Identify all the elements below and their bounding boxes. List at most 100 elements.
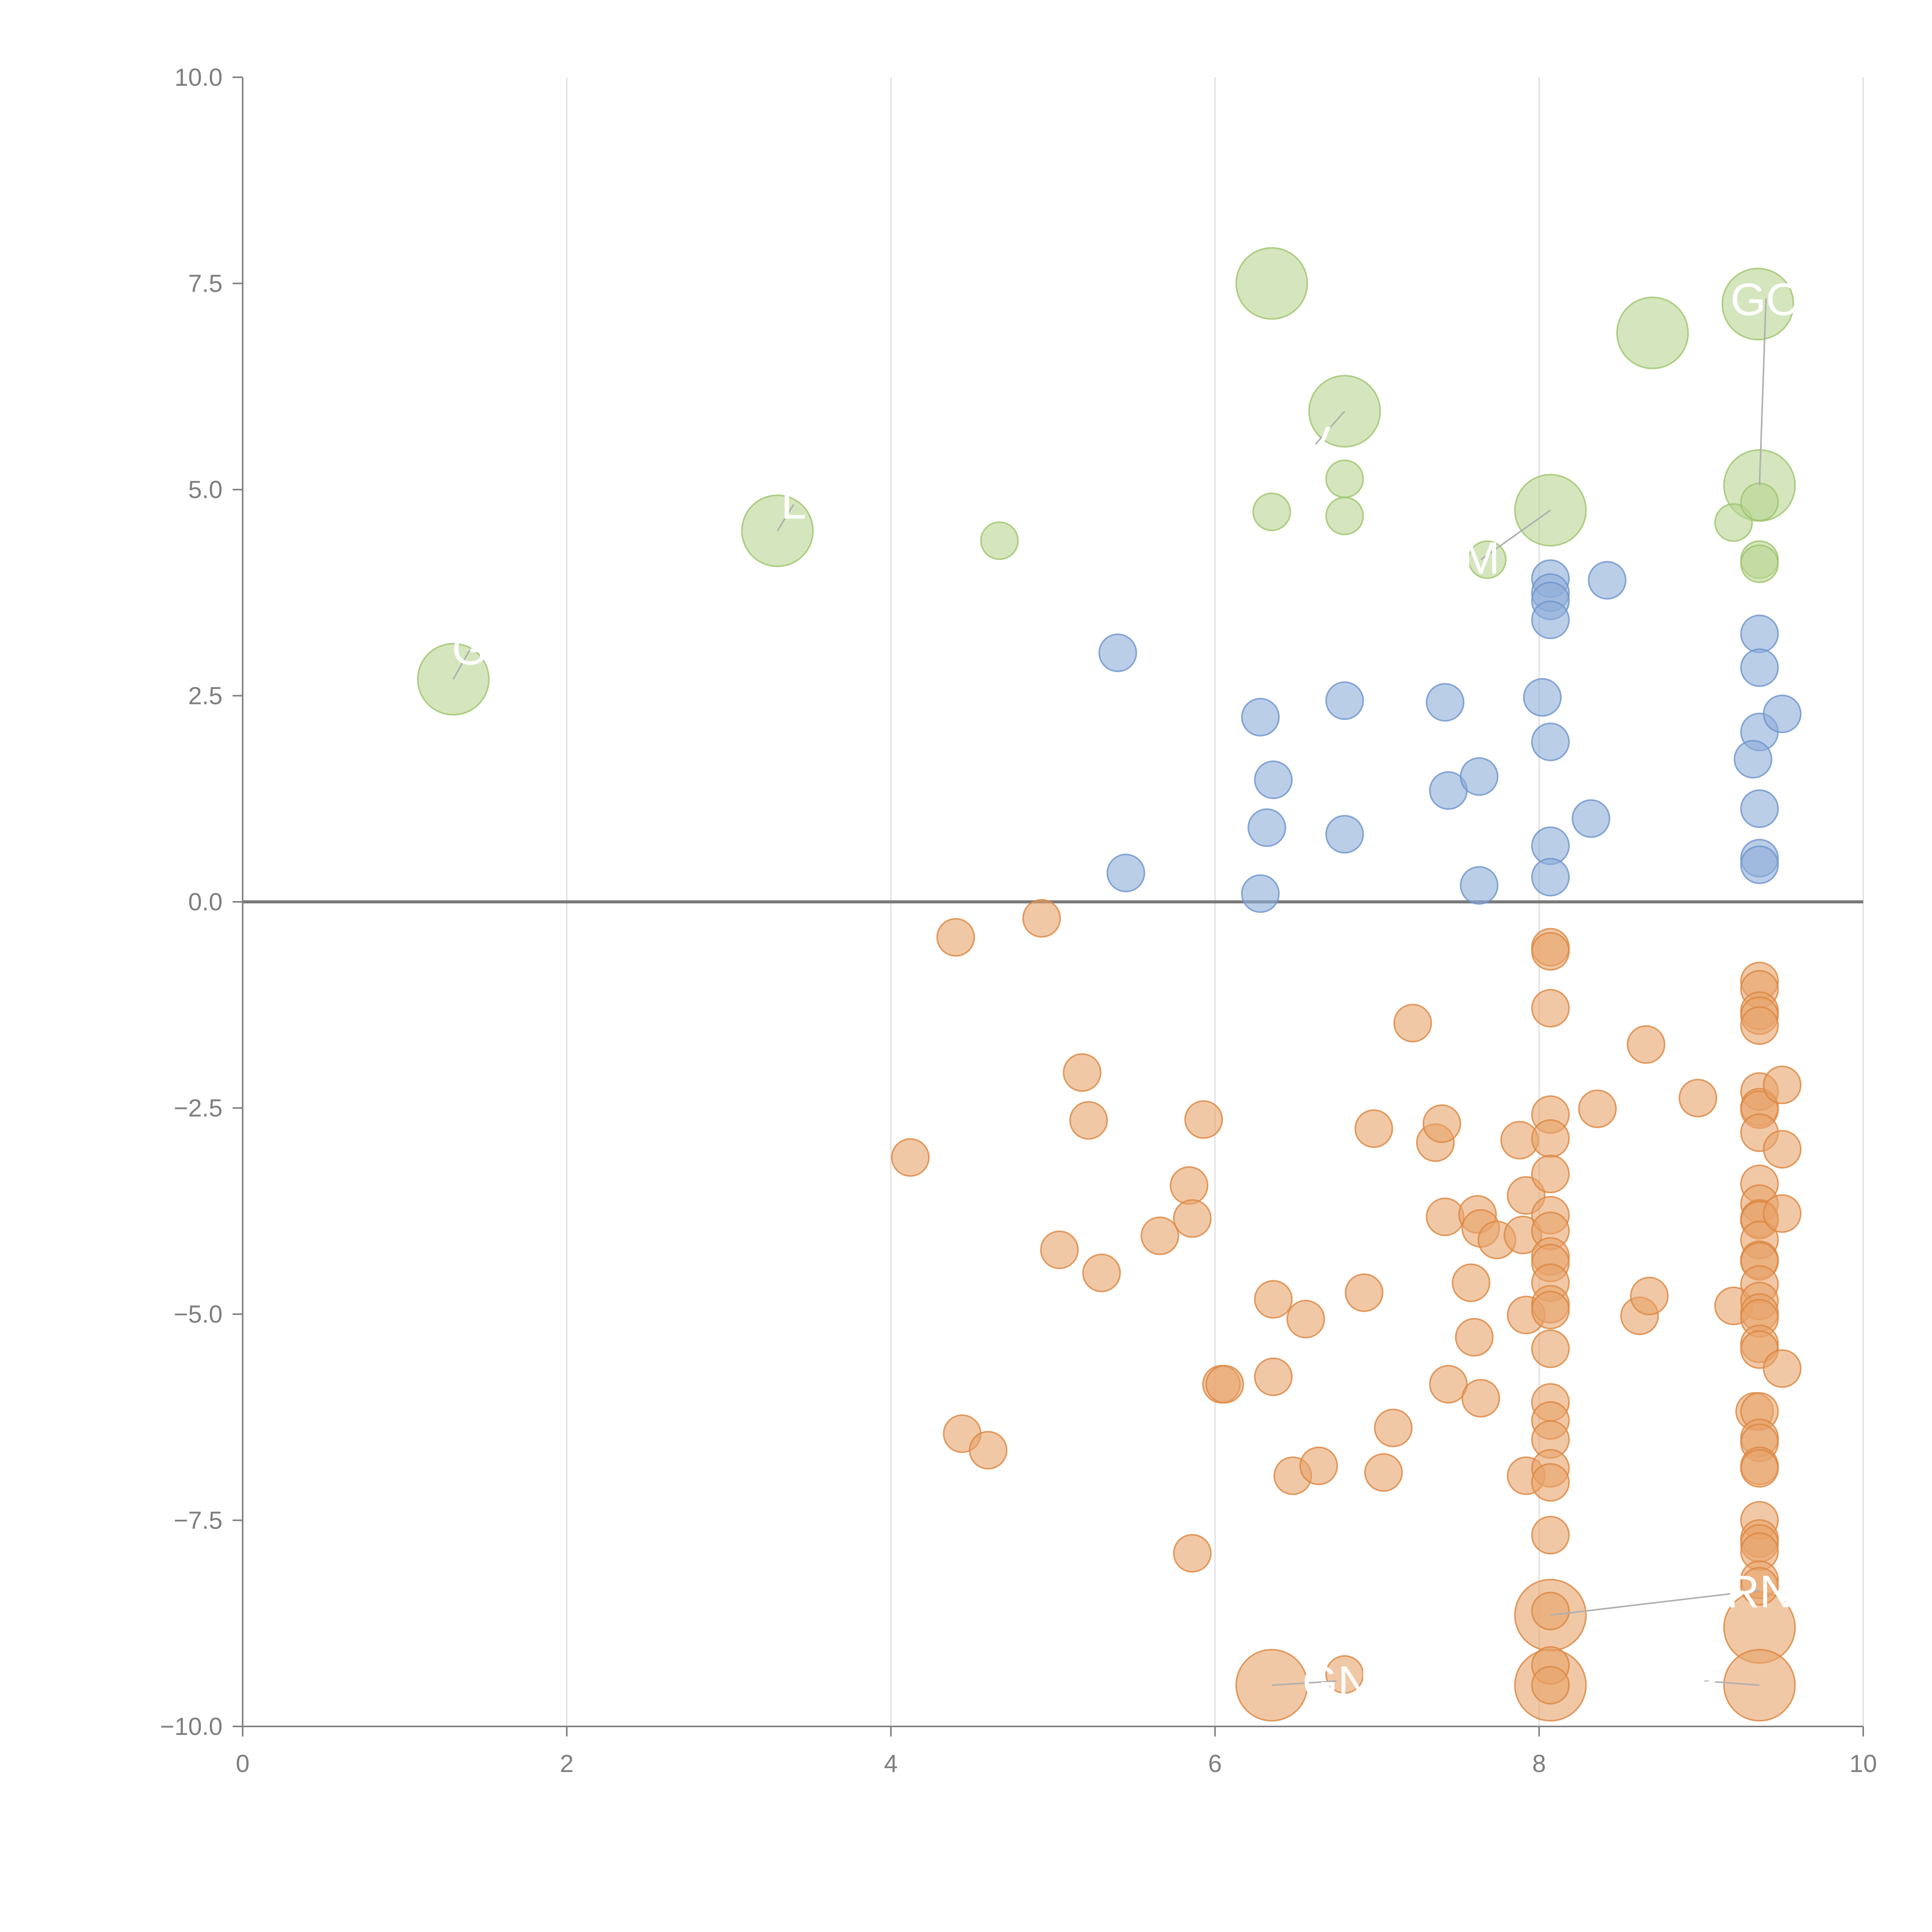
data-point — [1714, 503, 1753, 542]
label-leader-lines — [452, 298, 1767, 1686]
data-point — [1422, 1104, 1461, 1143]
data-point — [1468, 540, 1507, 579]
data-point — [1106, 854, 1145, 893]
data-point — [1740, 614, 1779, 653]
data-point — [1531, 600, 1570, 639]
point-label: G — [452, 624, 487, 675]
data-point — [1763, 1349, 1802, 1388]
data-point — [1740, 1567, 1779, 1606]
y-tick-label: −2.5 — [174, 1094, 223, 1122]
data-point — [1235, 247, 1308, 320]
label-leader-line — [1315, 410, 1345, 445]
data-point — [1763, 1130, 1802, 1169]
data-point — [1299, 1446, 1338, 1485]
data-point — [1531, 932, 1570, 971]
data-point — [1740, 648, 1779, 687]
y-tick-label: 2.5 — [188, 682, 223, 710]
data-point — [1184, 1100, 1223, 1139]
data-point — [936, 918, 975, 957]
data-point — [1461, 1379, 1500, 1418]
data-point — [1531, 1515, 1570, 1554]
data-point — [1679, 1078, 1718, 1117]
data-point — [980, 521, 1019, 560]
data-point — [1325, 1655, 1364, 1694]
data-point — [1531, 1155, 1570, 1194]
data-point — [1578, 1089, 1617, 1128]
data-point — [1069, 1101, 1108, 1140]
point-label: RN — [1726, 1566, 1792, 1617]
label-leader-line — [777, 504, 794, 531]
data-point — [1531, 723, 1570, 762]
point-label: GN — [1302, 1657, 1371, 1708]
data-point — [1205, 1365, 1244, 1404]
y-tick-label: −7.5 — [174, 1507, 223, 1534]
point-label: M — [1462, 533, 1500, 584]
data-point — [1254, 760, 1293, 799]
data-point — [1364, 1453, 1403, 1492]
data-point — [1460, 866, 1499, 905]
x-tick-label: 10 — [1849, 1750, 1877, 1777]
point-labels: G L V M GO RN GN R — [452, 274, 1801, 1708]
data-point — [1733, 740, 1772, 779]
data-point — [1241, 874, 1280, 913]
y-tick-label: 10.0 — [174, 63, 223, 91]
label-leader-line — [452, 650, 470, 680]
label-leader-line — [1480, 509, 1551, 561]
data-point — [1140, 1216, 1179, 1255]
data-point — [1254, 1357, 1293, 1396]
y-axis-ticks: 10.0 7.5 5.0 2.5 0.0 −2.5 −5.0 −7.5 −10.0 — [160, 63, 243, 1740]
data-point — [1616, 296, 1689, 369]
data-point — [1241, 697, 1280, 736]
data-point — [1721, 267, 1794, 340]
data-point — [1247, 808, 1286, 847]
data-point — [1571, 799, 1611, 838]
data-point — [1286, 1299, 1325, 1338]
y-tick-label: −10.0 — [160, 1713, 223, 1740]
data-point — [1531, 1666, 1570, 1705]
data-point — [1531, 1119, 1570, 1158]
data-point — [1740, 845, 1779, 884]
data-point — [1740, 1449, 1779, 1488]
data-point — [969, 1431, 1008, 1470]
data-point — [1740, 544, 1779, 583]
data-point — [1531, 1329, 1570, 1368]
data-point — [1098, 633, 1137, 672]
label-leader-line — [1704, 1680, 1760, 1686]
data-point — [1252, 492, 1291, 531]
point-label: V — [1300, 417, 1331, 468]
data-point — [1531, 1463, 1570, 1502]
data-point — [1345, 1273, 1384, 1312]
x-tick-label: 2 — [560, 1750, 574, 1777]
y-tick-label: 5.0 — [188, 476, 223, 503]
data-point — [1531, 989, 1570, 1028]
data-point — [1627, 1025, 1666, 1064]
data-point — [1173, 1534, 1212, 1573]
data-point — [1452, 1263, 1491, 1302]
y-tick-label: −5.0 — [174, 1300, 223, 1328]
data-point — [1763, 1065, 1802, 1104]
data-point — [1630, 1277, 1669, 1316]
y-tick-label: 7.5 — [188, 270, 223, 298]
data-point — [1325, 459, 1364, 498]
data-point — [1523, 678, 1562, 717]
data-point — [1763, 694, 1802, 733]
data-point — [1063, 1053, 1102, 1092]
data-point — [1393, 1003, 1432, 1043]
x-tick-label: 6 — [1208, 1750, 1222, 1777]
data-point — [1740, 789, 1779, 828]
data-point — [1325, 497, 1364, 536]
data-point — [1425, 683, 1464, 722]
data-point — [1429, 1365, 1468, 1404]
x-tick-label: 8 — [1532, 1750, 1546, 1777]
data-point — [1254, 1280, 1293, 1319]
y-tick-label: 0.0 — [188, 888, 223, 916]
data-point — [1082, 1253, 1121, 1293]
point-label: L — [781, 478, 806, 529]
label-leader-line — [1759, 298, 1767, 486]
data-point — [1531, 1291, 1570, 1330]
data-points — [417, 247, 1802, 1722]
data-point — [1325, 815, 1364, 854]
data-point — [1460, 757, 1499, 796]
data-point — [1763, 1194, 1802, 1233]
data-point — [1740, 483, 1779, 522]
